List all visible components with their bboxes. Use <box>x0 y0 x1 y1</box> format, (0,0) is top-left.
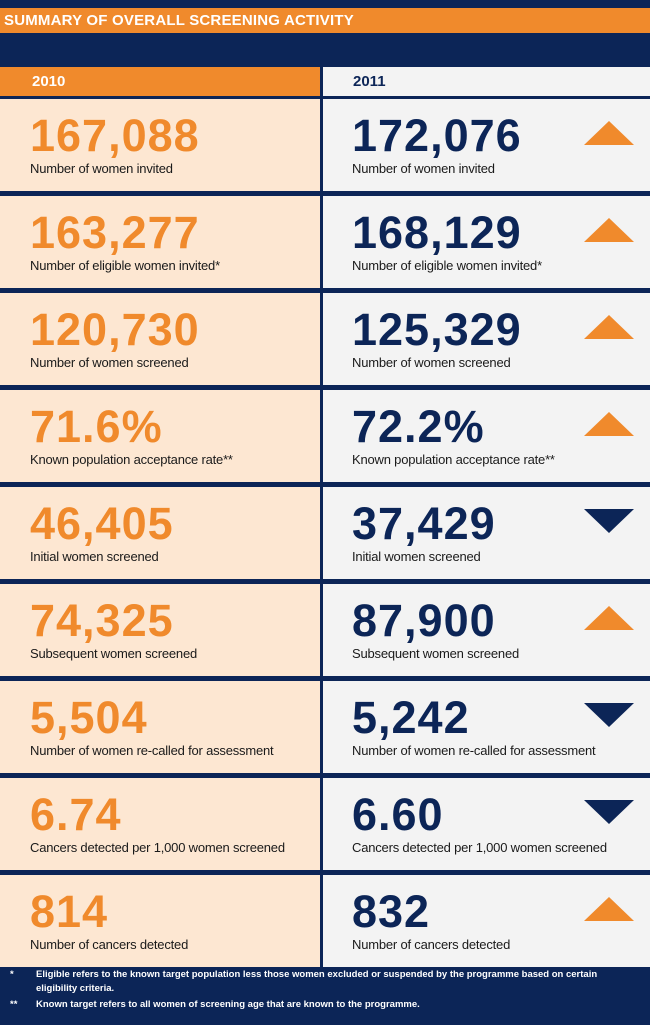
column-header-2011: 2011 <box>323 67 650 96</box>
label-2010: Number of eligible women invited* <box>30 258 220 273</box>
cell-2010: 6.74 Cancers detected per 1,000 women scr… <box>0 778 320 870</box>
cell-2010: 167,088 Number of women invited <box>0 99 320 191</box>
label-2011: Number of cancers detected <box>352 937 511 952</box>
value-2010: 71.6% <box>30 401 163 452</box>
label-2011: Known population acceptance rate** <box>352 452 555 467</box>
value-2011: 6.60 <box>352 789 444 840</box>
page-title: SUMMARY OF OVERALL SCREENING ACTIVITY <box>0 8 650 33</box>
stat-row: 167,088 Number of women invited 172,076 Num… <box>0 99 650 191</box>
cell-2011: 5,242 Number of women re-called for asses… <box>323 681 650 773</box>
cell-2011: 87,900 Subsequent women screened <box>323 584 650 676</box>
value-2010: 6.74 <box>30 789 122 840</box>
label-2010: Number of women screened <box>30 355 189 370</box>
trend-up-icon <box>584 412 634 441</box>
trend-down-icon <box>584 509 634 538</box>
footnote-eligible: * Eligible refers to the known target po… <box>0 968 650 996</box>
trend-down-icon <box>584 800 634 829</box>
label-2011: Initial women screened <box>352 549 481 564</box>
label-2011: Number of women screened <box>352 355 511 370</box>
stats-table: 167,088 Number of women invited 172,076 Num… <box>0 99 650 972</box>
cell-2010: 46,405 Initial women screened <box>0 487 320 579</box>
value-2011: 5,242 <box>352 692 470 743</box>
cell-2010: 74,325 Subsequent women screened <box>0 584 320 676</box>
trend-up-icon <box>584 315 634 344</box>
footnote-marker: * <box>10 969 14 980</box>
cell-2011: 832 Number of cancers detected <box>323 875 650 967</box>
value-2010: 814 <box>30 886 109 937</box>
value-2011: 168,129 <box>352 207 522 258</box>
label-2010: Number of women invited <box>30 161 173 176</box>
label-2011: Number of women invited <box>352 161 495 176</box>
stat-row: 120,730 Number of women screened 125,329 Nu… <box>0 293 650 385</box>
value-2011: 832 <box>352 886 431 937</box>
trend-up-icon <box>584 218 634 247</box>
cell-2011: 125,329 Number of women screened <box>323 293 650 385</box>
cell-2010: 814 Number of cancers detected <box>0 875 320 967</box>
cell-2010: 120,730 Number of women screened <box>0 293 320 385</box>
stat-row: 6.74 Cancers detected per 1,000 women scr… <box>0 778 650 870</box>
stat-row: 46,405 Initial women screened 37,429 Initia… <box>0 487 650 579</box>
value-2011: 72.2% <box>352 401 485 452</box>
cell-2011: 37,429 Initial women screened <box>323 487 650 579</box>
value-2011: 87,900 <box>352 595 496 646</box>
cell-2010: 71.6% Known population acceptance rate** <box>0 390 320 482</box>
footnote-text: Known target refers to all women of scre… <box>36 998 420 1010</box>
stat-row: 163,277 Number of eligible women invited*… <box>0 196 650 288</box>
value-2010: 120,730 <box>30 304 200 355</box>
cell-2011: 168,129 Number of eligible women invited* <box>323 196 650 288</box>
label-2010: Number of women re-called for assessment <box>30 743 274 758</box>
label-2010: Number of cancers detected <box>30 937 189 952</box>
footnote-text: Eligible refers to the known target popu… <box>36 969 598 994</box>
trend-up-icon <box>584 897 634 926</box>
value-2010: 167,088 <box>30 110 200 161</box>
value-2011: 37,429 <box>352 498 496 549</box>
label-2011: Number of eligible women invited* <box>352 258 542 273</box>
cell-2011: 172,076 Number of women invited <box>323 99 650 191</box>
label-2011: Subsequent women screened <box>352 646 520 661</box>
trend-down-icon <box>584 703 634 732</box>
value-2011: 125,329 <box>352 304 522 355</box>
value-2010: 163,277 <box>30 207 200 258</box>
trend-up-icon <box>584 606 634 635</box>
label-2011: Number of women re-called for assessment <box>352 743 596 758</box>
footnote-known-target: ** Known target refers to all women of s… <box>0 998 650 1012</box>
stat-row: 5,504 Number of women re-called for asses… <box>0 681 650 773</box>
column-header-2010: 2010 <box>0 67 320 96</box>
label-2010: Known population acceptance rate** <box>30 452 233 467</box>
stat-row: 814 Number of cancers detected 832 Number o… <box>0 875 650 967</box>
stat-row: 71.6% Known population acceptance rate** 7… <box>0 390 650 482</box>
value-2010: 74,325 <box>30 595 174 646</box>
label-2010: Cancers detected per 1,000 women screene… <box>30 840 285 855</box>
label-2011: Cancers detected per 1,000 women screene… <box>352 840 607 855</box>
label-2010: Initial women screened <box>30 549 159 564</box>
label-2010: Subsequent women screened <box>30 646 198 661</box>
value-2010: 46,405 <box>30 498 174 549</box>
trend-up-icon <box>584 121 634 150</box>
value-2011: 172,076 <box>352 110 522 161</box>
footnote-marker: ** <box>10 998 18 1010</box>
cell-2011: 72.2% Known population acceptance rate** <box>323 390 650 482</box>
stat-row: 74,325 Subsequent women screened 87,900 Sub… <box>0 584 650 676</box>
cell-2010: 5,504 Number of women re-called for asses… <box>0 681 320 773</box>
footnotes: * Eligible refers to the known target po… <box>0 968 650 1011</box>
cell-2011: 6.60 Cancers detected per 1,000 women scr… <box>323 778 650 870</box>
cell-2010: 163,277 Number of eligible women invited* <box>0 196 320 288</box>
value-2010: 5,504 <box>30 692 148 743</box>
